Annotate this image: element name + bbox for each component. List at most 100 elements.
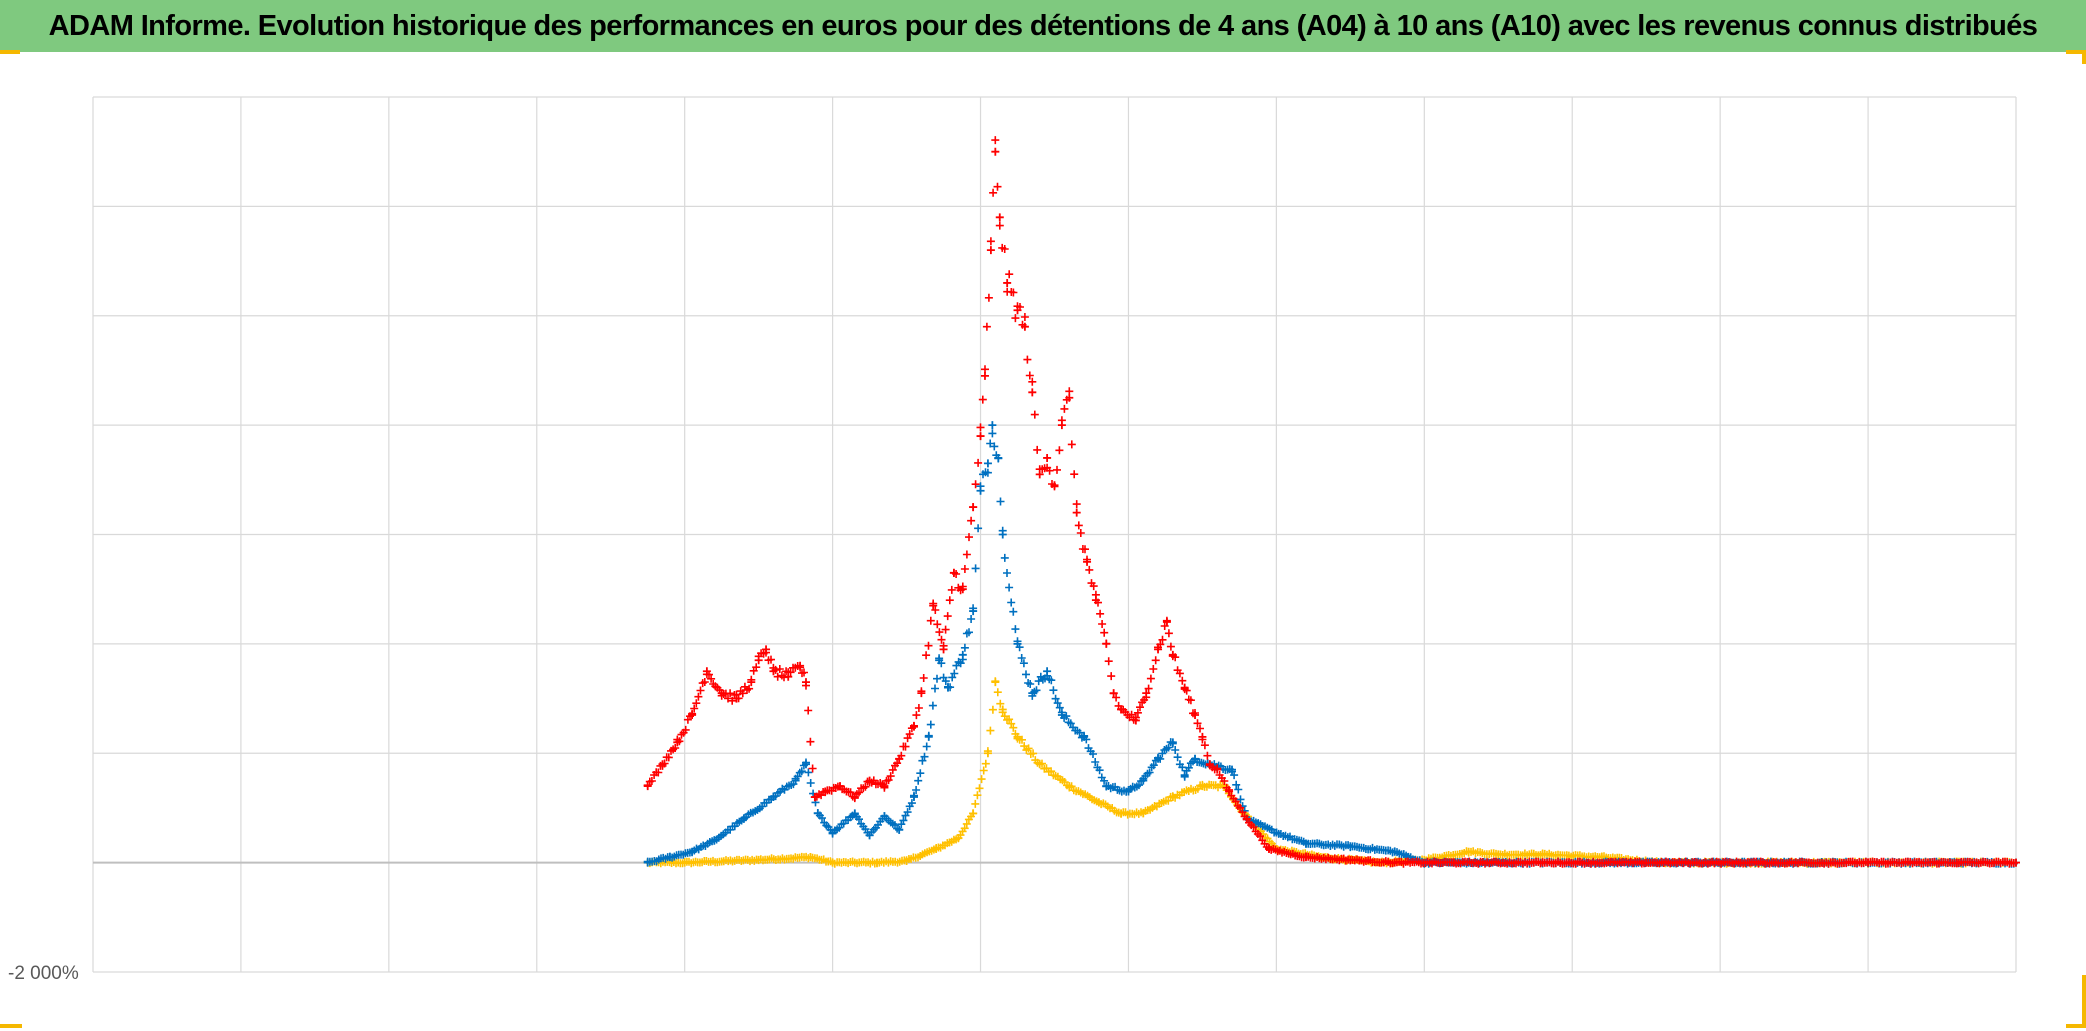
data-point: [1013, 639, 1022, 648]
data-point: [943, 683, 952, 692]
data-point: [880, 812, 889, 821]
data-point: [1228, 765, 1237, 774]
data-point: [1198, 732, 1207, 741]
data-point: [1301, 853, 1310, 862]
data-point: [895, 825, 904, 834]
data-point: [1057, 421, 1066, 430]
data-point: [1745, 858, 1754, 867]
data-point: [1094, 798, 1103, 807]
y-axis-ticks: -2 000%: [8, 963, 79, 984]
data-point: [1168, 793, 1177, 801]
data-point: [673, 738, 682, 747]
data-point: [1205, 760, 1214, 769]
data-point: [1080, 732, 1089, 741]
data-point: [1180, 771, 1189, 780]
data-point: [1035, 470, 1044, 479]
data-point: [1003, 278, 1012, 287]
data-point: [1102, 639, 1111, 648]
data-point: [958, 585, 967, 594]
data-point: [1449, 858, 1458, 867]
data-point: [929, 601, 938, 610]
data-point: [976, 432, 985, 441]
chart-title: ADAM Informe. Evolution historique des p…: [48, 9, 2038, 42]
data-point: [983, 459, 992, 468]
data-point: [717, 689, 726, 698]
data-point: [1464, 847, 1473, 856]
data-point: [969, 607, 978, 616]
data-point: [986, 246, 995, 255]
data-point: [1117, 705, 1126, 714]
data-point: [1139, 776, 1148, 785]
data-point: [1124, 787, 1133, 796]
data-point: [1168, 738, 1177, 747]
data-point: [806, 853, 815, 862]
data-point: [1020, 322, 1029, 331]
data-point: [1142, 689, 1151, 698]
data-point: [688, 710, 697, 719]
data-point: [872, 858, 881, 867]
data-point: [1198, 782, 1207, 791]
data-point: [865, 776, 874, 785]
data-point: [969, 809, 978, 818]
corner-mark-bottom-right: [2066, 1024, 2086, 1028]
data-point: [1538, 850, 1547, 859]
data-point: [1057, 710, 1066, 719]
data-point: [1131, 716, 1140, 725]
data-point: [732, 694, 741, 703]
data-point: [1043, 667, 1052, 676]
data-point: [1028, 388, 1037, 397]
data-point: [932, 844, 941, 853]
data-point: [895, 754, 904, 763]
data-point: [796, 661, 805, 670]
data-point: [1013, 306, 1022, 315]
data-point: [643, 858, 652, 867]
data-point: [1642, 858, 1651, 867]
data-point: [902, 856, 911, 865]
data-point: [762, 645, 771, 654]
data-point: [680, 858, 689, 867]
data-point: [1346, 855, 1355, 864]
data-point: [658, 760, 667, 769]
data-point: [1035, 760, 1044, 769]
data-point: [1494, 850, 1503, 859]
corner-mark-bottom-right-vertical: [2082, 975, 2086, 1027]
data-point: [976, 486, 985, 495]
data-point: [1168, 650, 1177, 659]
data-point: [1043, 453, 1052, 462]
data-point: [917, 689, 926, 698]
data-point: [998, 705, 1007, 714]
series-markers: [643, 429, 2018, 868]
data-point: [1028, 689, 1037, 698]
data-point: [980, 371, 989, 380]
data-point: [949, 568, 958, 577]
data-point: [1180, 683, 1189, 692]
data-point: [880, 782, 889, 791]
corner-mark-top-right: [2066, 50, 2086, 54]
data-point: [769, 667, 778, 676]
data-point: [754, 855, 763, 864]
data-point: [969, 503, 978, 512]
data-point: [810, 793, 819, 801]
data-point: [1301, 839, 1310, 848]
data-point: [1091, 596, 1100, 605]
data-point: [821, 787, 830, 796]
series-markers: [643, 136, 2018, 868]
y-tick-label: -2 000%: [8, 963, 79, 984]
data-point: [1864, 858, 1873, 867]
data-point: [1225, 787, 1234, 796]
data-point: [991, 147, 1000, 156]
data-point: [850, 809, 859, 818]
data-point: [988, 421, 997, 430]
data-point: [1072, 508, 1081, 517]
chart-grid: [92, 96, 2017, 973]
data-point: [710, 836, 719, 845]
data-point: [1139, 809, 1148, 818]
data-point: [1264, 844, 1273, 853]
data-point: [828, 858, 837, 867]
data-point: [1390, 858, 1399, 867]
data-point: [1102, 782, 1111, 791]
data-point: [1272, 828, 1281, 837]
data-point: [924, 732, 933, 741]
data-point: [1065, 782, 1074, 791]
data-point: [1390, 847, 1399, 856]
